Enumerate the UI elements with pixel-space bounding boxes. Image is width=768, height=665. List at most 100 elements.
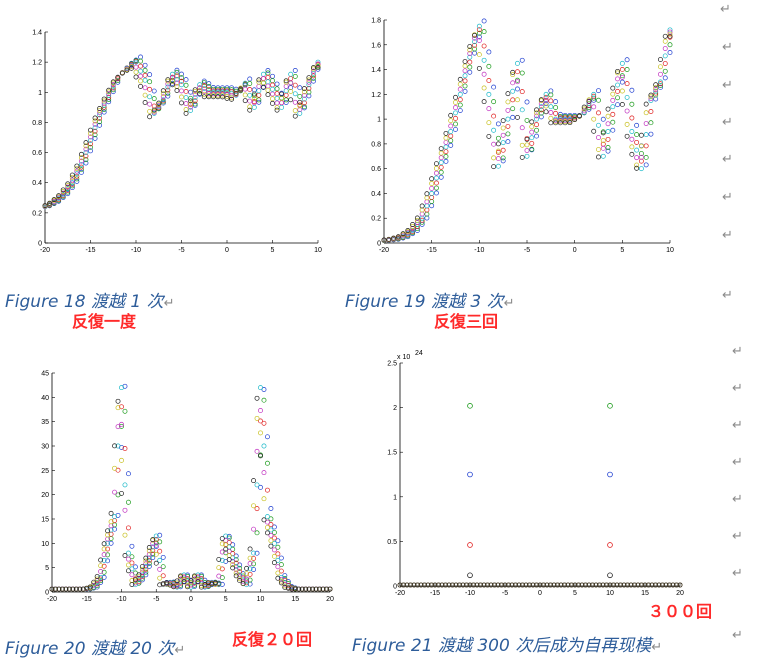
data-point (538, 114, 544, 120)
data-point (510, 97, 516, 103)
data-point (648, 94, 654, 100)
data-point (476, 30, 482, 36)
data-point (510, 88, 516, 94)
data-point (198, 584, 204, 590)
data-point (524, 117, 530, 123)
data-point (192, 101, 198, 107)
x-tick-label: -10 (116, 596, 126, 603)
data-point (275, 570, 281, 576)
data-point (147, 94, 153, 100)
data-point (558, 582, 564, 588)
data-point (115, 78, 121, 83)
figure-18-annotation: 反復一度 (72, 312, 137, 331)
data-point (586, 106, 592, 112)
data-point (92, 118, 98, 124)
figure-19-caption: Figure 19 渡越 3 次↵ (345, 287, 514, 312)
x-tick-label: -15 (82, 596, 92, 603)
data-point (115, 424, 121, 430)
x-tick-label: -20 (395, 590, 405, 597)
data-point (212, 582, 218, 587)
data-point (244, 582, 250, 588)
data-point (210, 85, 216, 90)
data-point (108, 510, 114, 516)
data-point (311, 75, 316, 81)
data-point (438, 169, 444, 175)
y-tick-label: 0.2 (32, 210, 42, 217)
x-tick-label: -5 (524, 247, 530, 254)
data-point (165, 84, 171, 90)
data-point (106, 92, 112, 98)
x-tick-label: -15 (430, 590, 440, 597)
data-point (534, 133, 539, 139)
data-point (397, 582, 403, 588)
data-point (643, 162, 649, 168)
data-point (462, 83, 468, 89)
y-tick-label: 0 (393, 584, 397, 591)
data-point (615, 88, 621, 94)
data-point (219, 92, 225, 98)
data-point (92, 132, 98, 138)
data-point (185, 584, 190, 590)
data-point (125, 568, 131, 574)
data-point (481, 99, 487, 105)
data-point (596, 110, 601, 116)
data-point (591, 116, 597, 122)
data-point (297, 99, 303, 105)
data-point (206, 92, 212, 98)
data-point (74, 178, 80, 184)
data-point (147, 101, 153, 107)
data-point (453, 121, 458, 127)
data-point (219, 541, 225, 547)
y-tick-label: 40 (41, 395, 49, 402)
data-point (615, 70, 621, 76)
data-point (524, 136, 530, 142)
data-point (244, 565, 250, 571)
data-point (516, 582, 522, 588)
data-point (288, 85, 294, 91)
data-point (529, 135, 535, 141)
data-point (282, 579, 288, 585)
data-point (443, 135, 449, 141)
data-point (519, 142, 525, 148)
data-point (142, 72, 148, 78)
data-point (122, 532, 128, 538)
data-point (83, 160, 89, 166)
data-point (224, 88, 230, 94)
data-point (268, 516, 274, 522)
data-point (467, 542, 473, 548)
data-point (548, 98, 554, 104)
figure-19-annotation: 反復三回 (434, 312, 499, 331)
data-point (244, 580, 250, 586)
data-point (572, 582, 578, 588)
data-point (648, 98, 654, 103)
data-point (400, 231, 406, 237)
data-point (78, 158, 84, 164)
data-point (529, 124, 535, 130)
x-tick-label: 15 (291, 596, 299, 603)
data-point (548, 582, 553, 588)
data-point (288, 76, 294, 81)
data-point (529, 140, 535, 146)
data-point (283, 78, 289, 84)
data-point (534, 122, 539, 128)
data-point (74, 173, 80, 179)
x-tick-label: -10 (131, 247, 141, 254)
data-point (605, 121, 611, 127)
data-point (216, 573, 222, 579)
data-point (270, 82, 275, 88)
data-point (165, 90, 171, 96)
data-point (462, 59, 468, 64)
data-point (629, 87, 635, 93)
x-tick-label: 20 (326, 596, 334, 603)
data-point (101, 563, 107, 569)
data-point (638, 132, 644, 138)
data-point (297, 107, 303, 113)
data-point (183, 82, 189, 88)
data-point (256, 77, 262, 83)
data-point (491, 84, 497, 90)
data-point (254, 506, 260, 512)
data-point (500, 155, 506, 161)
data-point (505, 131, 511, 137)
data-point (153, 544, 159, 549)
data-point (638, 151, 644, 156)
